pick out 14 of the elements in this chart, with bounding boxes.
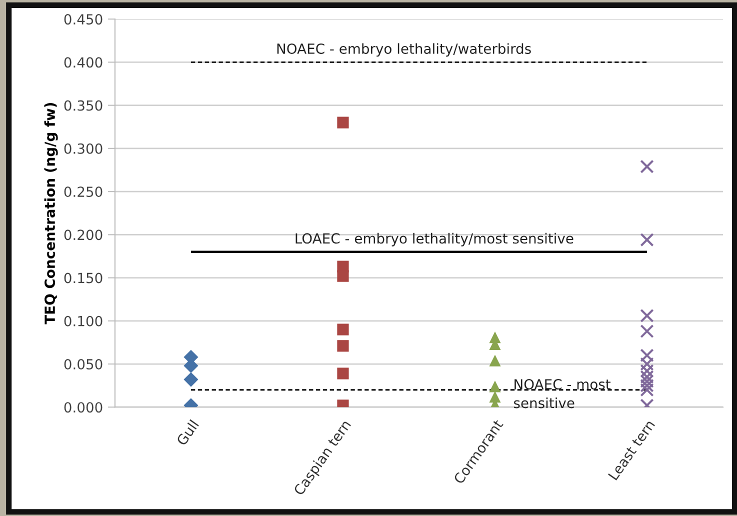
y-tick-label: 0.400 (64, 57, 102, 68)
y-tick-label: 0.150 (64, 272, 102, 284)
ref-line-label: NOAEC - embryo lethality/waterbirds (277, 43, 531, 57)
y-tick-label: 0.300 (64, 143, 102, 154)
y-axis-title: TEQ Concentration (ng/g fw) (44, 103, 58, 324)
y-tick-label: 0.450 (64, 14, 102, 25)
ref-line-label: NOAEC - most sensitive (514, 379, 610, 408)
y-tick-label: 0.100 (64, 316, 102, 326)
y-tick-label: 0.000 (64, 402, 102, 413)
ref-line-label: LOAEC - embryo lethality/most sensitive (296, 232, 574, 246)
y-tick-label: 0.200 (64, 230, 102, 240)
y-tick-label: 0.050 (64, 358, 102, 370)
y-tick-label: 0.250 (64, 186, 102, 198)
y-tick-label: 0.350 (64, 100, 102, 111)
